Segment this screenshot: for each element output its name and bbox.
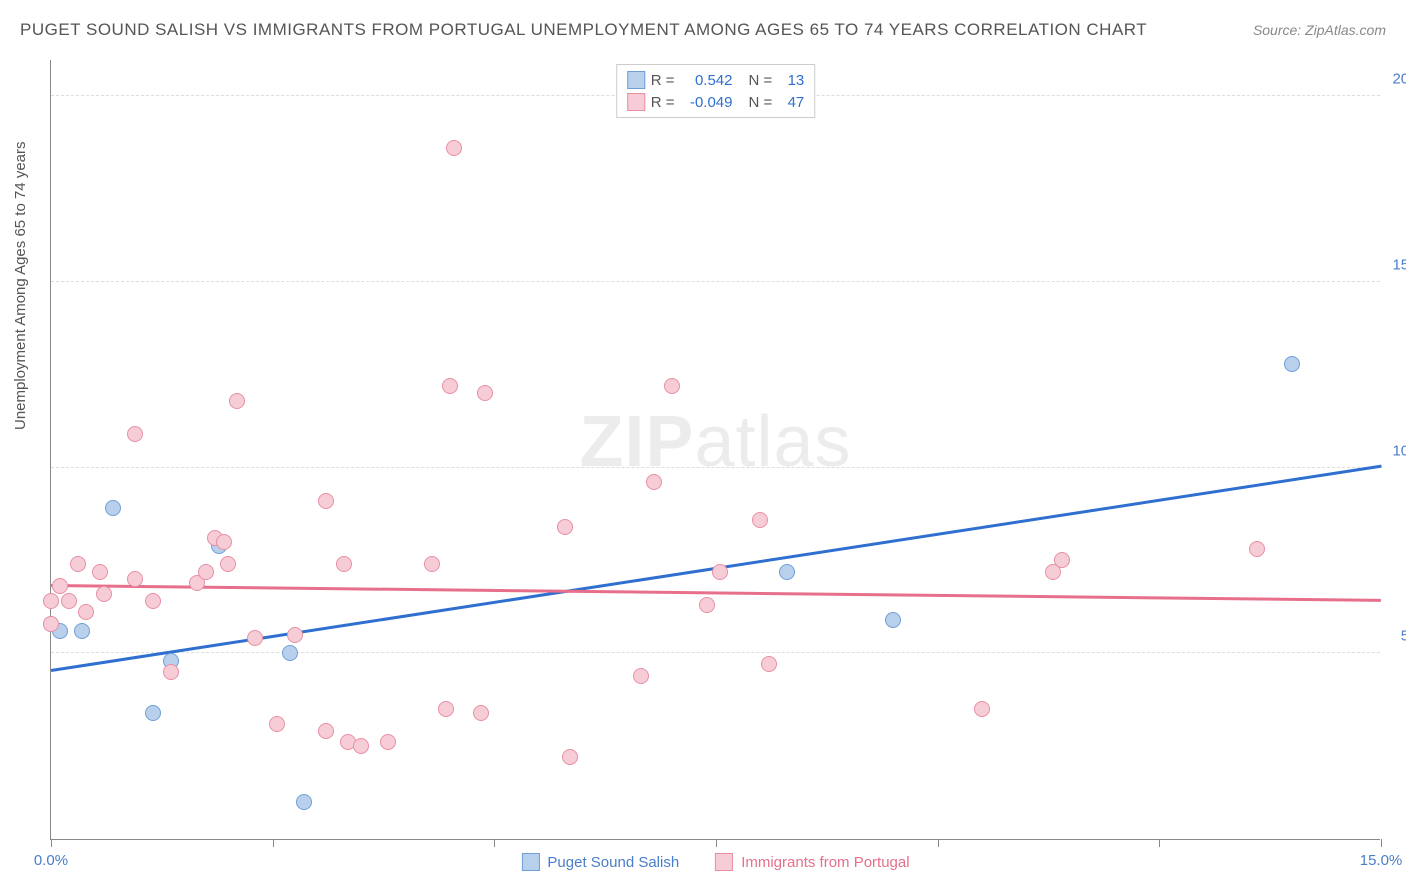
n-label: N = [749, 72, 773, 89]
data-point [699, 597, 715, 613]
data-point [664, 378, 680, 394]
y-tick-label: 20.0% [1392, 71, 1406, 88]
x-tick [51, 839, 52, 847]
source-attribution: Source: ZipAtlas.com [1253, 22, 1386, 38]
data-point [70, 556, 86, 572]
data-point [127, 571, 143, 587]
data-point [477, 385, 493, 401]
correlation-legend: R = 0.542 N = 13 R = -0.049 N = 47 [616, 64, 816, 118]
data-point [163, 664, 179, 680]
data-point [52, 578, 68, 594]
y-tick-label: 10.0% [1392, 442, 1406, 459]
data-point [96, 586, 112, 602]
series-legend: Puget Sound Salish Immigrants from Portug… [521, 853, 909, 871]
data-point [1284, 356, 1300, 372]
x-tick [716, 839, 717, 847]
data-point [61, 593, 77, 609]
data-point [885, 612, 901, 628]
chart-title: PUGET SOUND SALISH VS IMMIGRANTS FROM PO… [20, 20, 1147, 40]
legend-label: Immigrants from Portugal [741, 854, 909, 871]
y-tick-label: 5.0% [1401, 628, 1406, 645]
data-point [336, 556, 352, 572]
y-axis-label: Unemployment Among Ages 65 to 74 years [12, 141, 29, 430]
x-tick [1159, 839, 1160, 847]
data-point [282, 645, 298, 661]
data-point [752, 512, 768, 528]
legend-swatch [627, 71, 645, 89]
r-label: R = [651, 72, 675, 89]
data-point [145, 593, 161, 609]
n-value: 47 [778, 94, 804, 111]
gridline [51, 652, 1380, 653]
data-point [43, 593, 59, 609]
data-point [92, 564, 108, 580]
x-tick [938, 839, 939, 847]
data-point [43, 616, 59, 632]
data-point [1249, 541, 1265, 557]
watermark-bold: ZIP [579, 401, 694, 481]
legend-swatch [627, 93, 645, 111]
gridline [51, 281, 1380, 282]
data-point [380, 734, 396, 750]
legend-row: R = 0.542 N = 13 [627, 69, 805, 91]
data-point [220, 556, 236, 572]
r-value: 0.542 [681, 72, 733, 89]
data-point [712, 564, 728, 580]
x-tick [494, 839, 495, 847]
data-point [424, 556, 440, 572]
x-tick [273, 839, 274, 847]
data-point [105, 500, 121, 516]
data-point [198, 564, 214, 580]
data-point [1054, 552, 1070, 568]
data-point [78, 604, 94, 620]
r-value: -0.049 [681, 94, 733, 111]
data-point [779, 564, 795, 580]
data-point [287, 627, 303, 643]
data-point [646, 474, 662, 490]
data-point [442, 378, 458, 394]
n-value: 13 [778, 72, 804, 89]
data-point [127, 426, 143, 442]
trend-line [51, 584, 1381, 601]
data-point [557, 519, 573, 535]
data-point [247, 630, 263, 646]
legend-row: R = -0.049 N = 47 [627, 91, 805, 113]
y-tick-label: 15.0% [1392, 256, 1406, 273]
legend-swatch [521, 853, 539, 871]
data-point [562, 749, 578, 765]
data-point [974, 701, 990, 717]
data-point [216, 534, 232, 550]
data-point [318, 723, 334, 739]
data-point [473, 705, 489, 721]
x-tick-label: 0.0% [34, 852, 68, 869]
data-point [761, 656, 777, 672]
r-label: R = [651, 94, 675, 111]
legend-label: Puget Sound Salish [547, 854, 679, 871]
legend-item: Immigrants from Portugal [715, 853, 909, 871]
watermark: ZIPatlas [579, 400, 851, 482]
data-point [145, 705, 161, 721]
gridline [51, 467, 1380, 468]
data-point [74, 623, 90, 639]
data-point [229, 393, 245, 409]
n-label: N = [749, 94, 773, 111]
data-point [318, 493, 334, 509]
legend-item: Puget Sound Salish [521, 853, 679, 871]
data-point [438, 701, 454, 717]
data-point [353, 738, 369, 754]
data-point [296, 794, 312, 810]
scatter-chart: ZIPatlas R =0.542N =13R =-0.049N =47 Pug… [50, 60, 1380, 840]
data-point [269, 716, 285, 732]
data-point [446, 140, 462, 156]
legend-swatch [715, 853, 733, 871]
watermark-rest: atlas [694, 401, 851, 481]
x-tick-label: 15.0% [1360, 852, 1403, 869]
x-tick [1381, 839, 1382, 847]
data-point [633, 668, 649, 684]
